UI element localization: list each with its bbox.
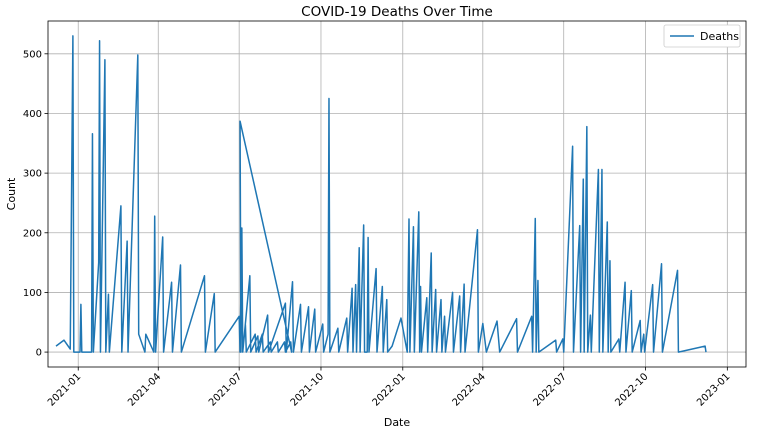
x-tick-label: 2022-04 <box>451 371 488 408</box>
legend-label: Deaths <box>700 30 739 43</box>
y-tick-label: 0 <box>36 348 42 359</box>
x-axis-label: Date <box>384 416 411 429</box>
series-line-deaths <box>55 35 707 353</box>
x-tick-label: 2022-10 <box>613 371 650 408</box>
y-tick-label: 100 <box>23 288 42 299</box>
legend-box <box>663 24 741 48</box>
y-axis: 0 100 200 300 400 500 <box>23 49 48 359</box>
x-axis: 2021-01 2021-04 2021-07 2021-10 2022-01 2022-… <box>46 367 732 409</box>
x-tick-label: 2021-01 <box>46 371 83 408</box>
y-tick-label: 500 <box>23 49 42 60</box>
x-tick-label: 2022-01 <box>371 371 408 408</box>
x-tick-label: 2021-07 <box>207 371 244 408</box>
x-tick-label: 2022-07 <box>532 371 569 408</box>
series-layer <box>55 35 707 353</box>
plot-frame <box>47 20 747 368</box>
x-tick-label: 2021-10 <box>289 371 326 408</box>
y-axis-label: Count <box>5 177 18 210</box>
chart-title: COVID-19 Deaths Over Time <box>301 4 493 20</box>
x-tick-label: 2021-04 <box>126 371 163 408</box>
legend: Deaths <box>663 24 741 48</box>
x-tick-label: 2023-01 <box>695 371 732 408</box>
y-tick-label: 300 <box>23 169 42 180</box>
y-tick-label: 400 <box>23 109 42 120</box>
grid <box>48 21 746 367</box>
y-tick-label: 200 <box>23 228 42 239</box>
